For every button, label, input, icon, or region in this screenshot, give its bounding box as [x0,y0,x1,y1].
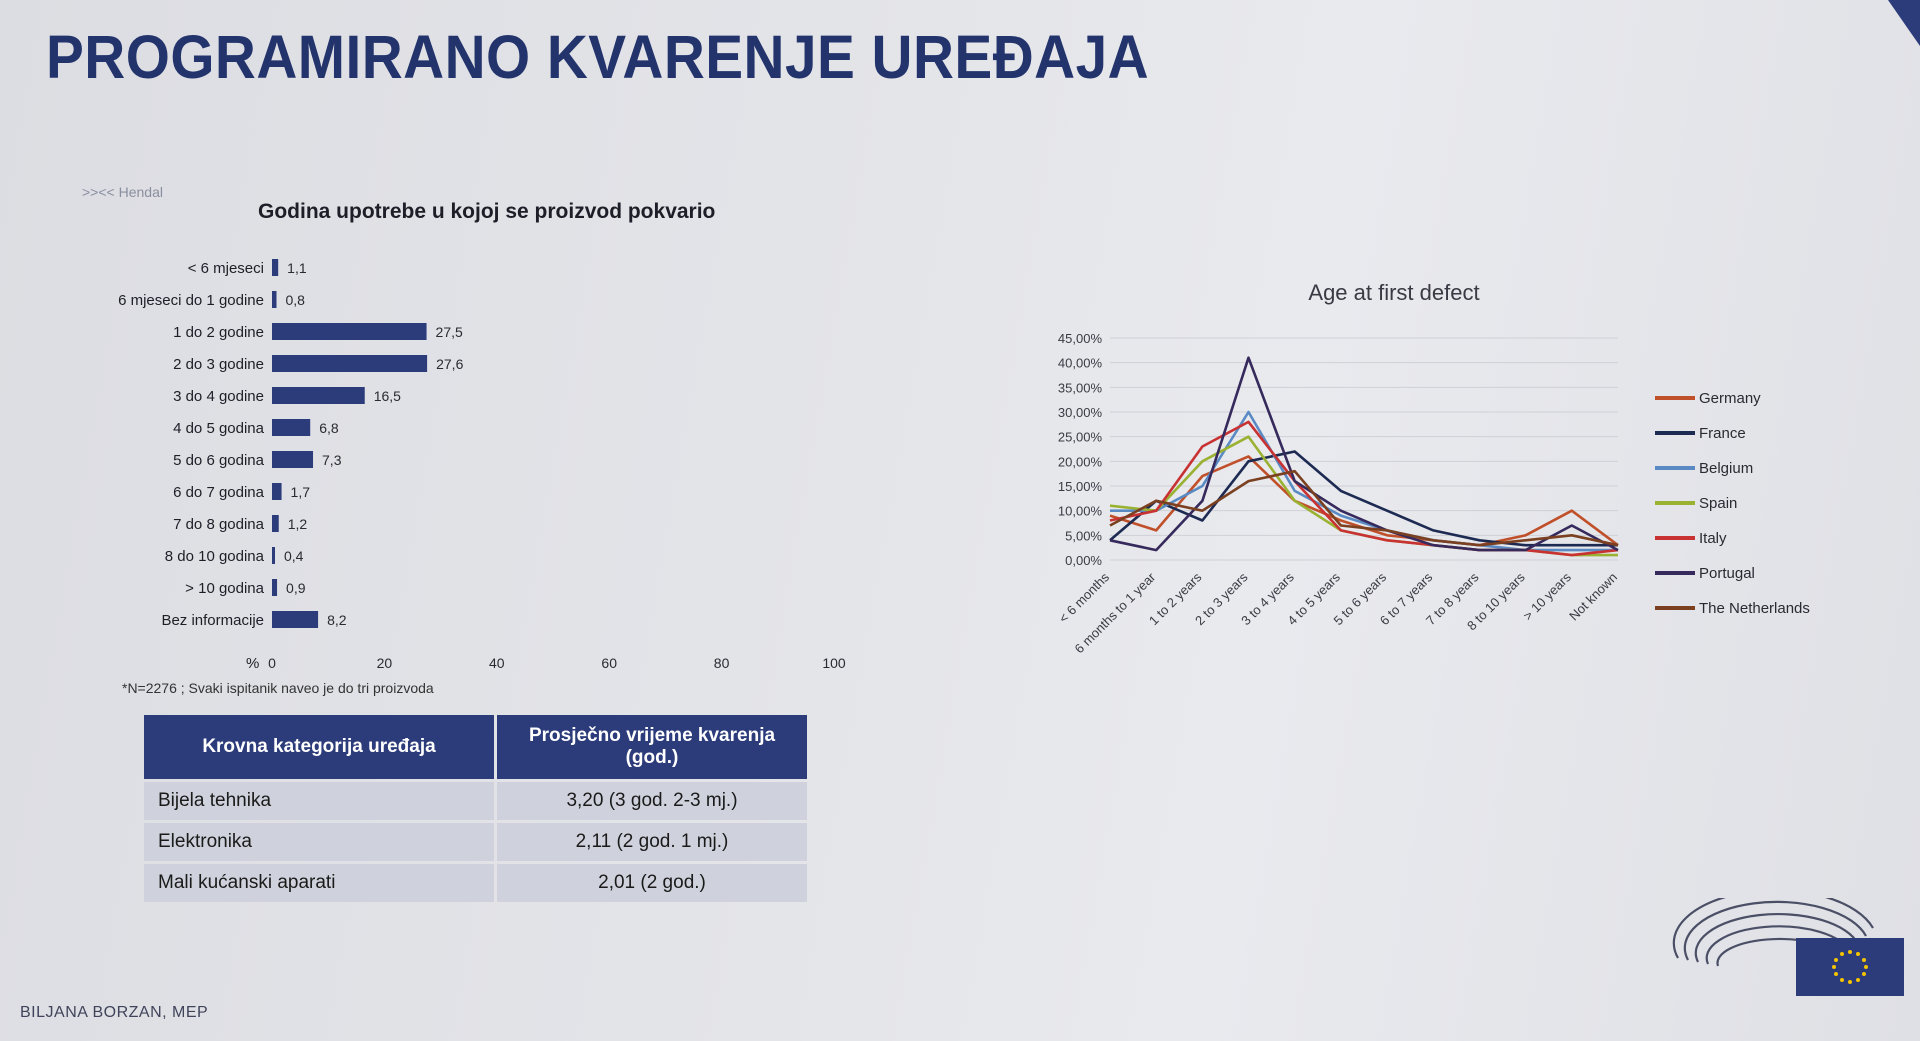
table-row: Elektronika 2,11 (2 god. 1 mj.) [144,823,807,861]
table-cell-category: Elektronika [144,823,494,861]
bar-value-label: 1,7 [291,484,311,500]
bar-value-label: 1,1 [287,260,307,276]
bar-x-tick-label: 40 [489,655,505,670]
table-cell-category: Mali kućanski aparati [144,864,494,902]
bar-x-tick-label: 20 [377,655,393,670]
bar-value-label: 0,9 [286,580,306,596]
bar-category-label: 6 do 7 godina [173,484,265,501]
line-x-tick-label: > 10 years [1520,569,1574,623]
bar [272,355,428,372]
bar-x-tick-label: 60 [601,655,617,670]
table-cell-category: Bijela tehnika [144,782,494,820]
bar-category-label: 3 do 4 godine [173,388,264,405]
legend-label: Portugal [1699,565,1755,582]
line-y-tick-label: 30,00% [1058,405,1103,420]
bar-category-label: 1 do 2 godine [173,324,264,341]
legend-label: The Netherlands [1699,600,1810,617]
line-y-tick-label: 35,00% [1058,380,1103,395]
line-x-tick-label: 6 months to 1 year [1072,569,1159,656]
bar-category-label: 7 do 8 godina [173,516,265,533]
line-series [1109,469,1619,547]
bar-x-tick-label: 80 [714,655,730,670]
table-header-category: Krovna kategorija uređaja [144,715,494,779]
bar-value-label: 1,2 [288,516,308,532]
bar [272,291,277,308]
table-header-value: Prosječno vrijeme kvarenja (god.) [497,715,807,779]
legend-label: Germany [1699,390,1761,407]
bar-value-label: 0,4 [284,548,304,564]
bar [272,547,275,564]
bar-axis-label: % [246,655,259,670]
line-series [1109,356,1619,552]
bar-x-tick-label: 0 [268,655,276,670]
table-row: Mali kućanski aparati 2,01 (2 god.) [144,864,807,902]
bar-value-label: 0,8 [285,292,305,308]
bar [272,579,278,596]
eu-flag-icon [1796,938,1904,996]
bar [272,323,427,340]
bar-chart: < 6 mjeseci 1,1 6 mjeseci do 1 godine 0,8 1 … [118,259,846,670]
footnote: *N=2276 ; Svaki ispitanik naveo je do tr… [122,680,434,696]
table-cell-value: 2,11 (2 god. 1 mj.) [497,823,807,861]
bar [272,259,279,276]
bar [272,451,314,468]
bar [272,611,319,628]
bar-chart-title: Godina upotrebe u kojoj se proizvod pokv… [258,200,716,223]
bar-value-label: 6,8 [319,420,339,436]
line-y-tick-label: 25,00% [1058,430,1103,445]
bar [272,419,311,436]
table-row: Bijela tehnika 3,20 (3 god. 2-3 mj.) [144,782,807,820]
bar-x-tick-label: 100 [822,655,846,670]
corner-decoration [1888,0,1920,46]
line-series [1109,450,1618,547]
bar-category-label: > 10 godina [185,580,264,597]
bar-value-label: 7,3 [322,452,342,468]
line-y-tick-label: 45,00% [1058,331,1103,346]
line-chart-title: Age at first defect [1308,280,1479,305]
bar-category-label: Bez informacije [161,612,264,629]
summary-table: Krovna kategorija uređaja Prosječno vrij… [141,712,810,905]
bar-category-label: 2 do 3 godine [173,356,264,373]
line-chart: Age at first defect 45,00% 40,00% 35,00% 30,… [1056,280,1810,656]
bar [272,515,279,532]
bar-category-label: 4 do 5 godina [173,420,265,437]
legend-label: France [1699,425,1746,442]
line-y-tick-label: 40,00% [1058,356,1103,371]
european-parliament-logo [1672,898,1904,996]
line-y-tick-label: 10,00% [1058,504,1103,519]
bar-value-label: 27,5 [436,324,463,340]
table-header-row: Krovna kategorija uređaja Prosječno vrij… [144,715,807,779]
line-series [1109,420,1619,557]
slide-title: PROGRAMIRANO KVARENJE UREĐAJA [46,23,1150,91]
bar-value-label: 8,2 [327,612,347,628]
eu-stars-icon [1832,950,1868,984]
bar-category-label: 8 do 10 godina [165,548,265,565]
brand-logo: >><< Hendal [82,184,163,200]
bar-category-label: 5 do 6 godina [173,452,265,469]
table-cell-value: 3,20 (3 god. 2-3 mj.) [497,782,807,820]
bar-category-label: < 6 mjeseci [188,260,264,277]
brand-logo-icon: >><< [82,184,115,200]
line-y-tick-label: 15,00% [1058,479,1103,494]
brand-logo-text: Hendal [118,184,163,200]
table-cell-value: 2,01 (2 god.) [497,864,807,902]
author-credit: BILJANA BORZAN, MEP [20,1004,209,1021]
bar [272,387,365,404]
line-x-tick-label: Not known [1566,570,1620,624]
bar-category-label: 6 mjeseci do 1 godine [118,292,264,309]
line-y-tick-label: 0,00% [1065,553,1102,568]
bar-value-label: 16,5 [374,388,401,404]
legend-label: Spain [1699,495,1737,512]
bar-value-label: 27,6 [436,356,463,372]
legend-label: Italy [1699,530,1727,547]
legend-label: Belgium [1699,460,1753,477]
line-series [1110,410,1618,552]
line-y-tick-label: 5,00% [1065,528,1102,543]
bar [272,483,282,500]
line-y-tick-label: 20,00% [1058,454,1103,469]
